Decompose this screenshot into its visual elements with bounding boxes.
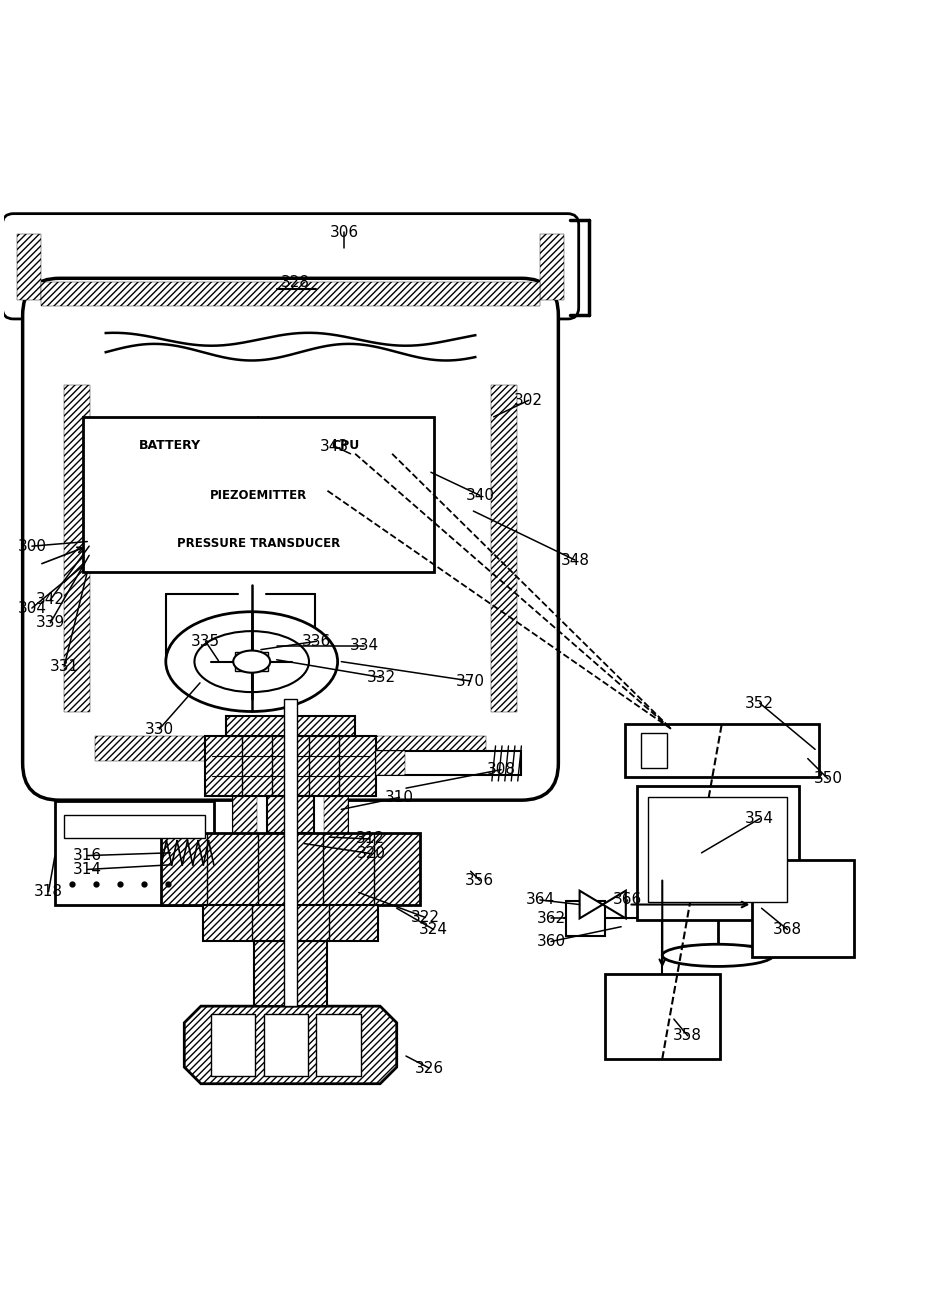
Bar xyxy=(254,941,326,1007)
Bar xyxy=(376,752,405,775)
Ellipse shape xyxy=(663,945,774,966)
Text: 314: 314 xyxy=(73,862,102,876)
Text: 370: 370 xyxy=(456,674,486,689)
Text: 308: 308 xyxy=(487,762,515,777)
Bar xyxy=(205,736,376,796)
Text: 364: 364 xyxy=(526,892,555,908)
Text: 324: 324 xyxy=(419,922,448,937)
Text: 354: 354 xyxy=(746,811,774,827)
Text: 316: 316 xyxy=(73,848,102,863)
Bar xyxy=(605,974,720,1059)
Bar xyxy=(540,234,564,301)
Bar xyxy=(641,733,667,767)
Text: 331: 331 xyxy=(49,658,79,674)
Text: 304: 304 xyxy=(18,600,47,615)
Text: PIEZOEMITTER: PIEZOEMITTER xyxy=(210,490,307,502)
Bar xyxy=(637,786,799,920)
Text: 339: 339 xyxy=(35,615,65,631)
Text: 342: 342 xyxy=(35,593,65,607)
Bar xyxy=(233,749,257,842)
Text: 348: 348 xyxy=(560,552,590,568)
Bar xyxy=(624,724,819,777)
Text: 330: 330 xyxy=(144,721,174,737)
Text: 358: 358 xyxy=(673,1028,702,1043)
Text: 320: 320 xyxy=(357,846,386,861)
Bar xyxy=(95,736,487,761)
Bar xyxy=(226,716,355,736)
Bar xyxy=(64,385,90,712)
Text: PRESSURE TRANSDUCER: PRESSURE TRANSDUCER xyxy=(176,537,340,549)
Text: 302: 302 xyxy=(514,393,543,407)
Text: 328: 328 xyxy=(281,276,309,290)
Text: 332: 332 xyxy=(366,670,395,685)
Bar xyxy=(566,901,605,936)
Polygon shape xyxy=(185,1007,397,1084)
Bar xyxy=(41,283,540,306)
Text: 360: 360 xyxy=(537,934,566,949)
Text: 356: 356 xyxy=(465,872,494,888)
Bar xyxy=(64,815,205,838)
Text: 300: 300 xyxy=(18,539,47,553)
Text: 336: 336 xyxy=(302,633,331,649)
Bar xyxy=(235,652,268,671)
Polygon shape xyxy=(580,891,603,918)
Text: 366: 366 xyxy=(613,892,642,908)
Bar xyxy=(203,905,378,941)
Bar xyxy=(324,749,349,842)
Bar xyxy=(264,1013,308,1076)
Text: 362: 362 xyxy=(537,911,566,926)
Text: 310: 310 xyxy=(385,790,414,805)
Bar xyxy=(491,385,517,712)
Bar xyxy=(648,798,788,901)
Text: 352: 352 xyxy=(746,695,774,711)
Text: 340: 340 xyxy=(465,487,494,503)
FancyBboxPatch shape xyxy=(2,214,579,319)
Bar xyxy=(316,1013,361,1076)
Text: 368: 368 xyxy=(773,922,802,937)
Text: 343: 343 xyxy=(321,439,350,453)
Text: 312: 312 xyxy=(355,832,384,846)
Bar xyxy=(17,234,41,301)
Bar xyxy=(55,802,213,904)
Bar xyxy=(283,699,297,1007)
Ellipse shape xyxy=(166,612,337,711)
Text: 306: 306 xyxy=(330,225,359,239)
Bar xyxy=(752,861,854,957)
Bar xyxy=(83,417,433,572)
Bar xyxy=(233,749,349,842)
FancyBboxPatch shape xyxy=(22,279,558,800)
Ellipse shape xyxy=(233,650,270,673)
Text: 334: 334 xyxy=(350,639,379,653)
Text: 322: 322 xyxy=(411,911,440,925)
Bar xyxy=(161,833,419,905)
Text: CPU: CPU xyxy=(332,439,360,452)
Text: BATTERY: BATTERY xyxy=(140,439,201,452)
Text: 326: 326 xyxy=(415,1060,444,1076)
Bar xyxy=(211,1013,255,1076)
Ellipse shape xyxy=(195,631,309,692)
Text: 318: 318 xyxy=(34,884,63,899)
Text: 350: 350 xyxy=(814,771,843,786)
Bar xyxy=(267,796,313,833)
Bar xyxy=(376,752,521,775)
Text: 335: 335 xyxy=(191,633,220,649)
Polygon shape xyxy=(603,891,625,918)
